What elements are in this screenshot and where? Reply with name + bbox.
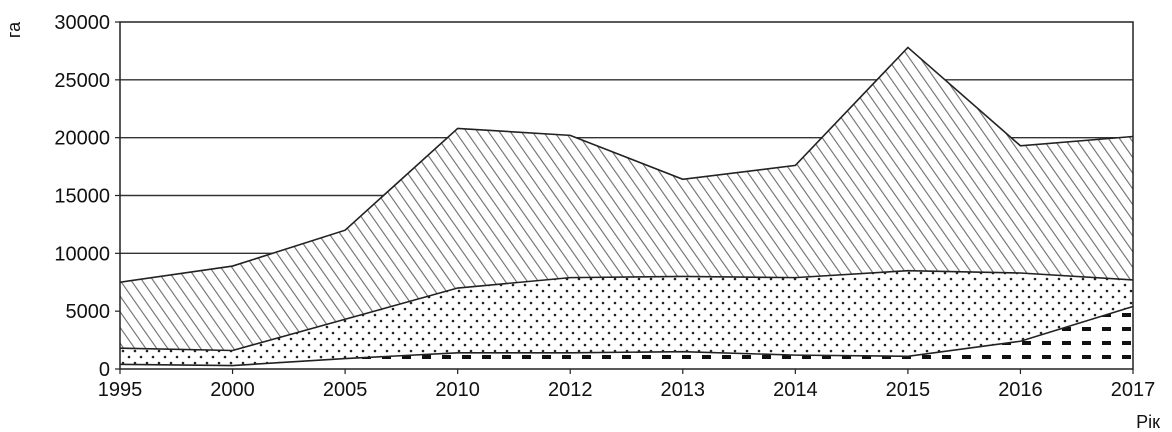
x-tick-label: 2010 bbox=[435, 379, 480, 401]
x-tick-label: 2000 bbox=[210, 379, 255, 401]
x-tick-label: 2015 bbox=[886, 379, 931, 401]
series-line-dashes bbox=[119, 305, 1134, 367]
y-tick-label: 25000 bbox=[54, 70, 110, 92]
y-tick-label: 0 bbox=[99, 359, 110, 381]
area-series-dots bbox=[120, 270, 1133, 369]
y-tick-label: 10000 bbox=[54, 243, 110, 265]
series-line-dots bbox=[119, 269, 1134, 352]
y-tick-labels: 0 5000 10000 15000 20000 25000 30000 bbox=[54, 12, 120, 381]
x-tick-label: 2005 bbox=[323, 379, 368, 401]
x-tick-label: 1995 bbox=[98, 379, 143, 401]
series-line-diagonal-hatch bbox=[119, 46, 1134, 284]
x-tick-label: 2012 bbox=[548, 379, 593, 401]
y-tick-label: 30000 bbox=[54, 12, 110, 34]
x-tick-label: 2016 bbox=[998, 379, 1043, 401]
y-tick-label: 5000 bbox=[66, 301, 111, 323]
x-tick-label: 2017 bbox=[1111, 379, 1156, 401]
y-tick-label: 15000 bbox=[54, 186, 110, 208]
y-axis-label: га bbox=[4, 21, 24, 38]
area-series-dashes bbox=[120, 306, 1133, 369]
x-tick-labels: 1995 2000 2005 2010 2012 2013 2014 2015 2016 2017 bbox=[98, 369, 1156, 401]
x-axis-label: Рік bbox=[1136, 412, 1160, 432]
x-tick-label: 2014 bbox=[773, 379, 818, 401]
y-tick-label: 20000 bbox=[54, 128, 110, 150]
x-tick-label: 2013 bbox=[661, 379, 706, 401]
area-series bbox=[119, 46, 1134, 370]
